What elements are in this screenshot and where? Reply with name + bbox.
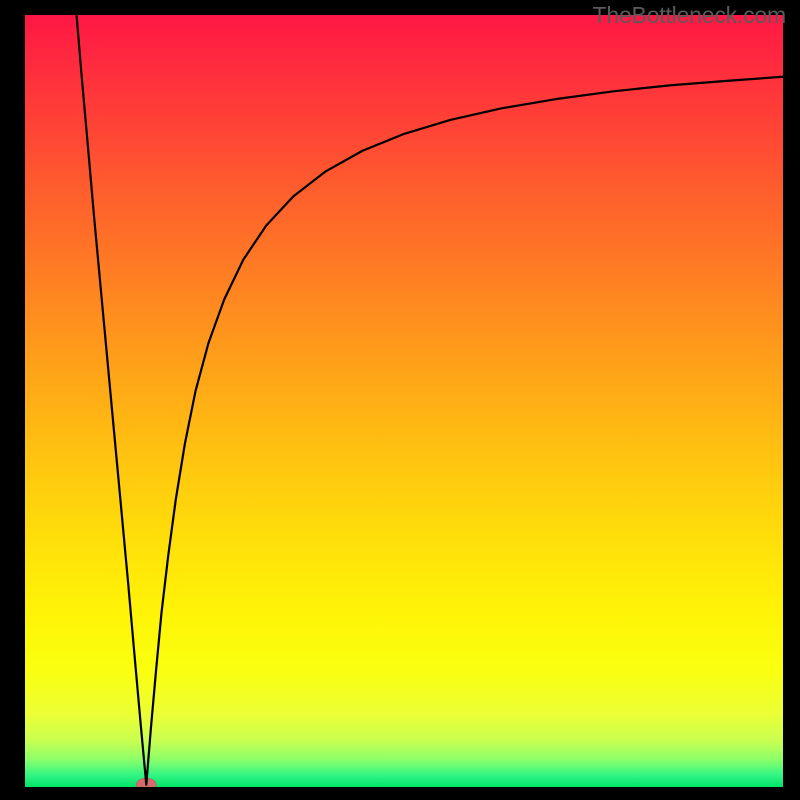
watermark-text: TheBottleneck.com [593,2,786,29]
chart-container: TheBottleneck.com [0,0,800,800]
gradient-background [25,15,783,787]
bottleneck-chart [25,15,783,787]
plot-area [25,15,783,787]
